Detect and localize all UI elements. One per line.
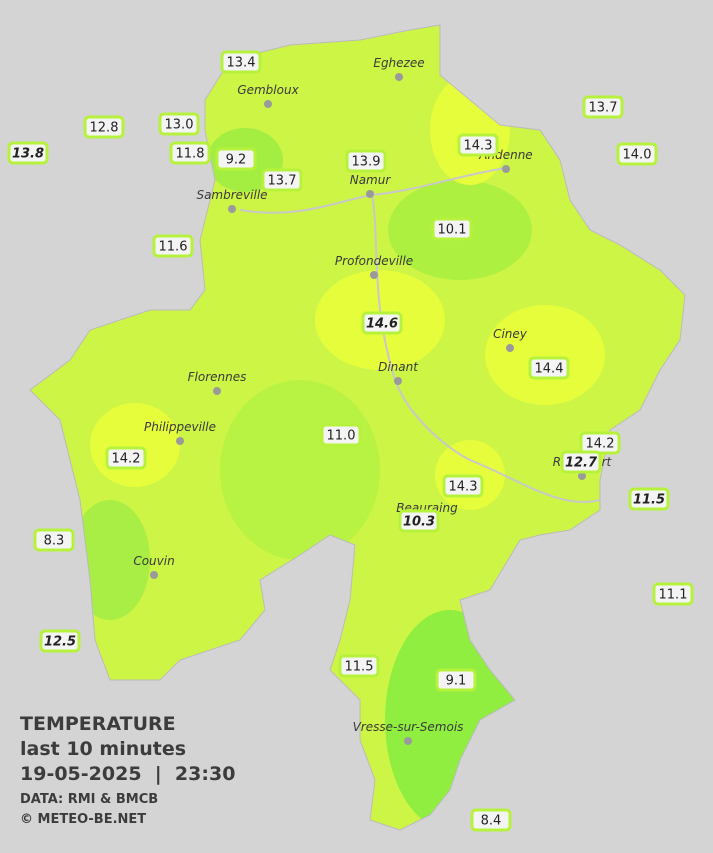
station-box: [39, 629, 81, 653]
station-box: [169, 141, 211, 165]
station-box: [261, 168, 303, 192]
station-box: [7, 141, 49, 165]
station-value: 13.9: [352, 155, 381, 170]
city-dot: [366, 190, 374, 198]
legend: TEMPERATURE last 10 minutes 19-05-2025 |…: [20, 713, 235, 827]
city-dot: [404, 737, 412, 745]
station-box: [215, 147, 257, 171]
station-box: [83, 115, 125, 139]
station-box: [220, 50, 262, 74]
city-name: Eghezee: [373, 56, 424, 70]
legend-title: TEMPERATURE: [20, 713, 176, 735]
station-value: 11.8: [176, 147, 205, 162]
station-box: [435, 668, 477, 692]
cool-zone: [220, 380, 380, 560]
station-value: 14.2: [112, 452, 141, 467]
station-value: 11.5: [345, 660, 374, 675]
station-value: 14.3: [449, 480, 478, 495]
station-value: 10.1: [438, 223, 467, 238]
station-value: 13.7: [268, 174, 297, 189]
legend-datetime: 19-05-2025 | 23:30: [20, 763, 235, 785]
city-dot: [176, 437, 184, 445]
station-value: 9.1: [446, 674, 467, 689]
station-box: [470, 808, 512, 832]
station-box: [528, 356, 570, 380]
station-box: [152, 234, 194, 258]
station-box: [457, 133, 499, 157]
city-dot: [150, 571, 158, 579]
station-box: [628, 487, 670, 511]
station-value: 13.8: [12, 147, 44, 162]
city-dot: [264, 100, 272, 108]
city-dot: [506, 344, 514, 352]
city-dot: [394, 377, 402, 385]
station-value: 9.2: [226, 153, 247, 168]
station-value: 13.4: [227, 56, 256, 71]
station-box: [398, 509, 440, 533]
station-box: [431, 217, 473, 241]
station-value: 13.7: [589, 101, 618, 116]
station-value: 14.4: [535, 362, 564, 377]
station-value: 14.0: [623, 148, 652, 163]
city-name: Dinant: [378, 360, 419, 374]
station-box: [652, 582, 694, 606]
station-value: 12.7: [565, 456, 598, 471]
station-box: [345, 149, 387, 173]
station-value: 13.0: [165, 118, 194, 133]
station-box: [361, 311, 403, 335]
warm-zone: [485, 305, 605, 405]
city-name: Namur: [350, 173, 392, 187]
station-value: 11.0: [327, 429, 356, 444]
station-value: 8.3: [44, 534, 65, 549]
station-box: [616, 142, 658, 166]
legend-period: last 10 minutes: [20, 738, 186, 760]
city-dot: [213, 387, 221, 395]
city-dot: [395, 73, 403, 81]
city-dot: [578, 472, 586, 480]
station-value: 12.5: [44, 635, 76, 650]
city-dot: [502, 165, 510, 173]
station-box: [560, 450, 602, 474]
city-name: Vresse-sur-Semois: [353, 720, 464, 734]
legend-credit: © METEO-BE.NET: [20, 812, 146, 827]
station-value: 11.5: [633, 493, 665, 508]
city-dot: [370, 271, 378, 279]
city-name: Ciney: [493, 327, 528, 341]
city-name: Philippeville: [144, 420, 216, 434]
station-value: 10.3: [403, 515, 435, 530]
city-name: Couvin: [133, 554, 174, 568]
city-name: Gembloux: [237, 83, 299, 97]
station-value: 11.6: [159, 240, 188, 255]
river: [371, 167, 507, 196]
station-value: 14.2: [586, 437, 615, 452]
station-box: [338, 654, 380, 678]
labels: EghezeeGemblouxAndenneNamurSambrevillePr…: [7, 50, 694, 832]
station-box: [158, 112, 200, 136]
city-name: Florennes: [188, 370, 247, 384]
city-name: Profondeville: [335, 254, 413, 268]
city-name: Sambreville: [196, 188, 267, 202]
station-box: [442, 474, 484, 498]
station-box: [582, 95, 624, 119]
legend-source: DATA: RMI & BMCB: [20, 792, 158, 807]
city-dot: [228, 205, 236, 213]
station-box: [320, 423, 362, 447]
station-value: 12.8: [90, 121, 119, 136]
station-box: [33, 528, 75, 552]
station-value: 8.4: [481, 814, 502, 829]
station-value: 11.1: [659, 588, 688, 603]
station-value: 14.3: [464, 139, 493, 154]
station-value: 14.6: [366, 317, 398, 332]
station-box: [105, 446, 147, 470]
warm-zone: [90, 403, 180, 487]
